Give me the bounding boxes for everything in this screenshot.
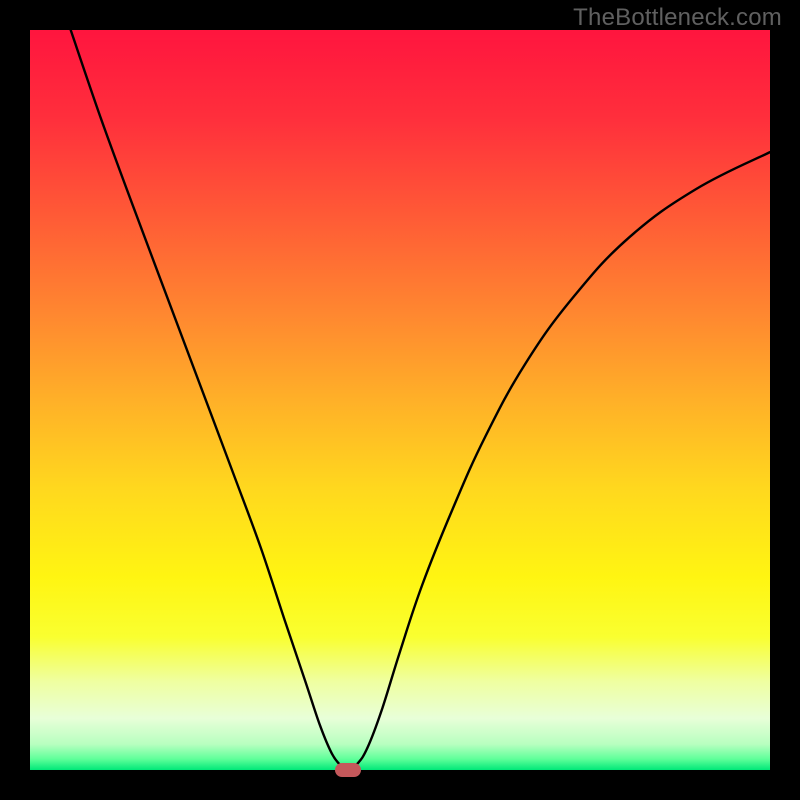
background-gradient bbox=[30, 30, 770, 770]
optimal-point-marker bbox=[335, 763, 361, 777]
watermark-text: TheBottleneck.com bbox=[573, 4, 782, 32]
chart-frame: TheBottleneck.com bbox=[0, 0, 800, 800]
chart-svg bbox=[30, 30, 770, 770]
plot-area bbox=[30, 30, 770, 770]
